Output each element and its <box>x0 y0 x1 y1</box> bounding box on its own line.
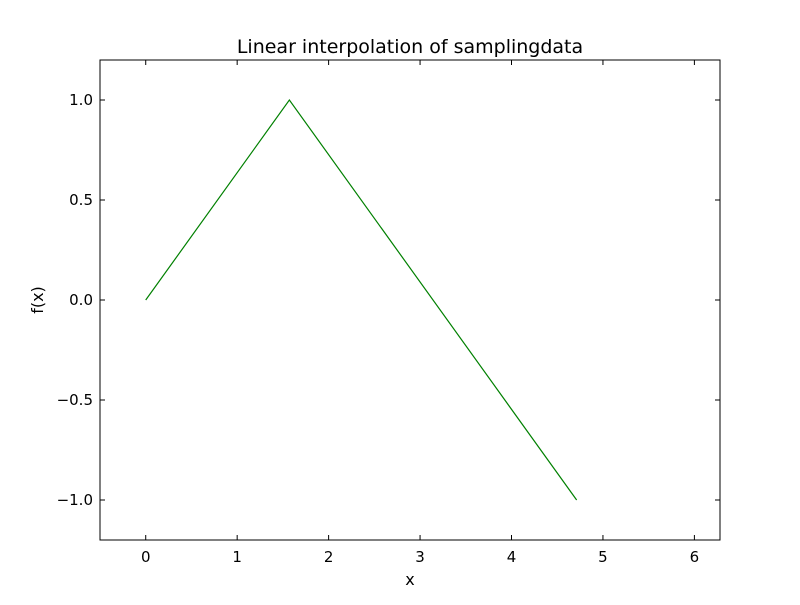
y-tick-label: 1.0 <box>69 91 93 109</box>
x-tick-label: 6 <box>690 548 700 566</box>
plot-frame <box>99 59 721 541</box>
y-axis-label: f(x) <box>28 286 47 314</box>
series-line <box>145 98 578 501</box>
x-tick-label: 2 <box>324 548 334 566</box>
tick-group: 0 1 2 3 4 5 6 1.0 0.5 0.0 −0.5 −1.0 <box>57 60 720 566</box>
x-axis-label: x <box>405 570 414 589</box>
y-tick-label: 0.0 <box>69 291 93 309</box>
x-tick-label: 3 <box>415 548 425 566</box>
chart-title: Linear interpolation of samplingdata <box>237 36 583 58</box>
y-tick-label: 0.5 <box>69 191 93 209</box>
x-tick-label: 0 <box>141 548 151 566</box>
y-tick-label: −0.5 <box>57 391 93 409</box>
series-layer <box>145 98 578 501</box>
x-tick-label: 4 <box>507 548 517 566</box>
y-tick-label: −1.0 <box>57 491 93 509</box>
x-tick-label: 1 <box>232 548 242 566</box>
x-tick-label: 5 <box>598 548 608 566</box>
